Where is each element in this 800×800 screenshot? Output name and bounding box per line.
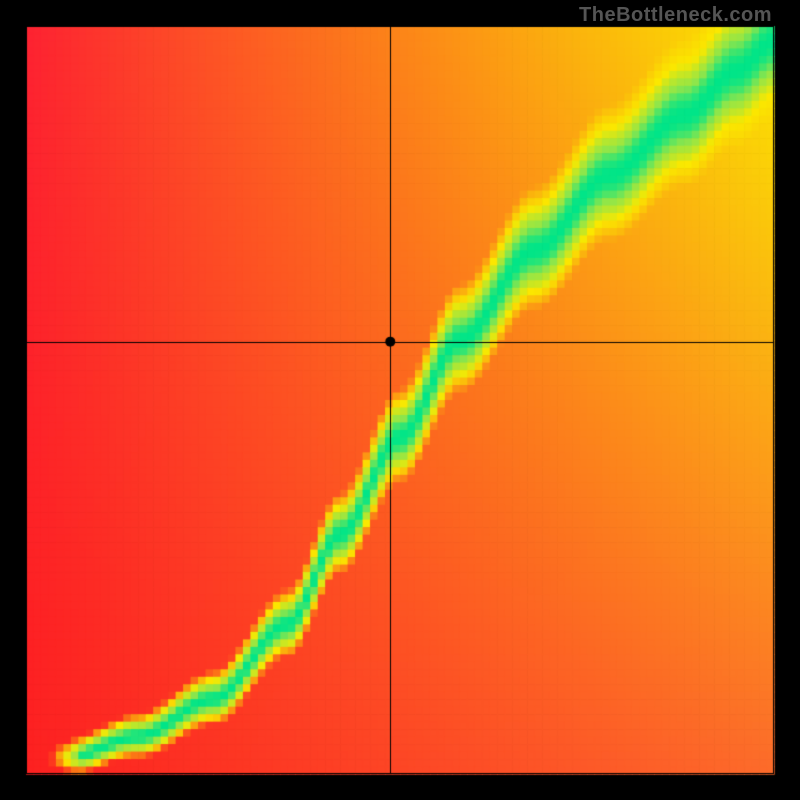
watermark-text: TheBottleneck.com [579, 4, 772, 27]
chart-container: TheBottleneck.com [0, 0, 800, 800]
bottleneck-heatmap-canvas [0, 0, 800, 800]
